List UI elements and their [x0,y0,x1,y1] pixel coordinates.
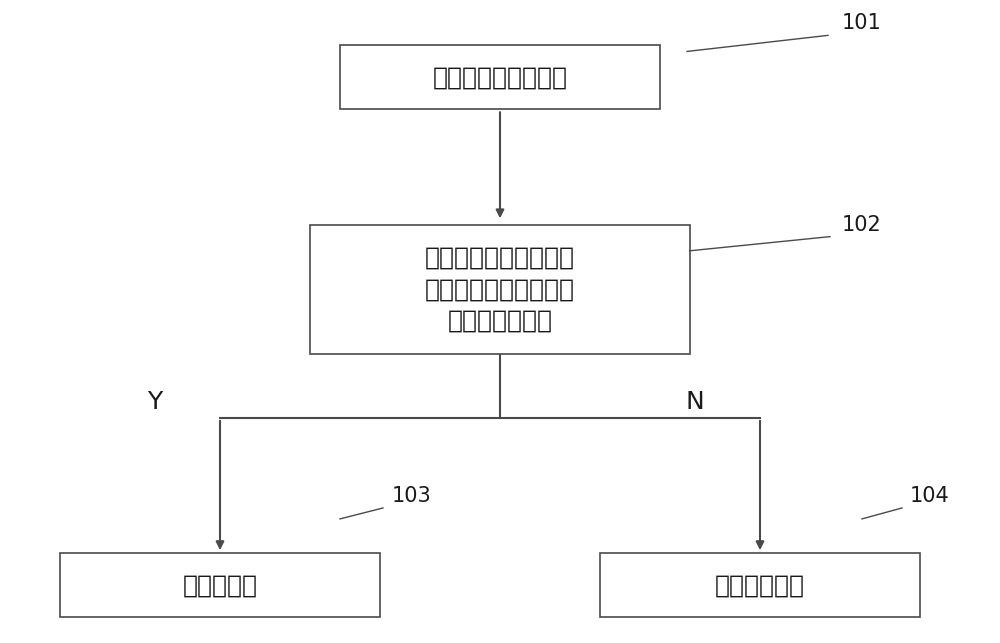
Text: Y: Y [147,390,163,414]
Text: 104: 104 [910,486,950,506]
FancyBboxPatch shape [60,553,380,617]
FancyBboxPatch shape [600,553,920,617]
Text: 101: 101 [842,14,882,33]
Text: N: N [686,390,704,414]
Text: 监测到有未处理通知: 监测到有未处理通知 [432,65,568,89]
Text: 显示呼吸灯: 显示呼吸灯 [182,573,258,597]
Text: 不显示呼吸灯: 不显示呼吸灯 [715,573,805,597]
FancyBboxPatch shape [310,225,690,354]
FancyBboxPatch shape [340,45,660,109]
Text: 103: 103 [392,486,432,506]
Text: 102: 102 [842,215,882,235]
Text: 判断未处理通知的发送
人是否满足预先设置的
呼吸灯显示要求: 判断未处理通知的发送 人是否满足预先设置的 呼吸灯显示要求 [425,246,575,333]
